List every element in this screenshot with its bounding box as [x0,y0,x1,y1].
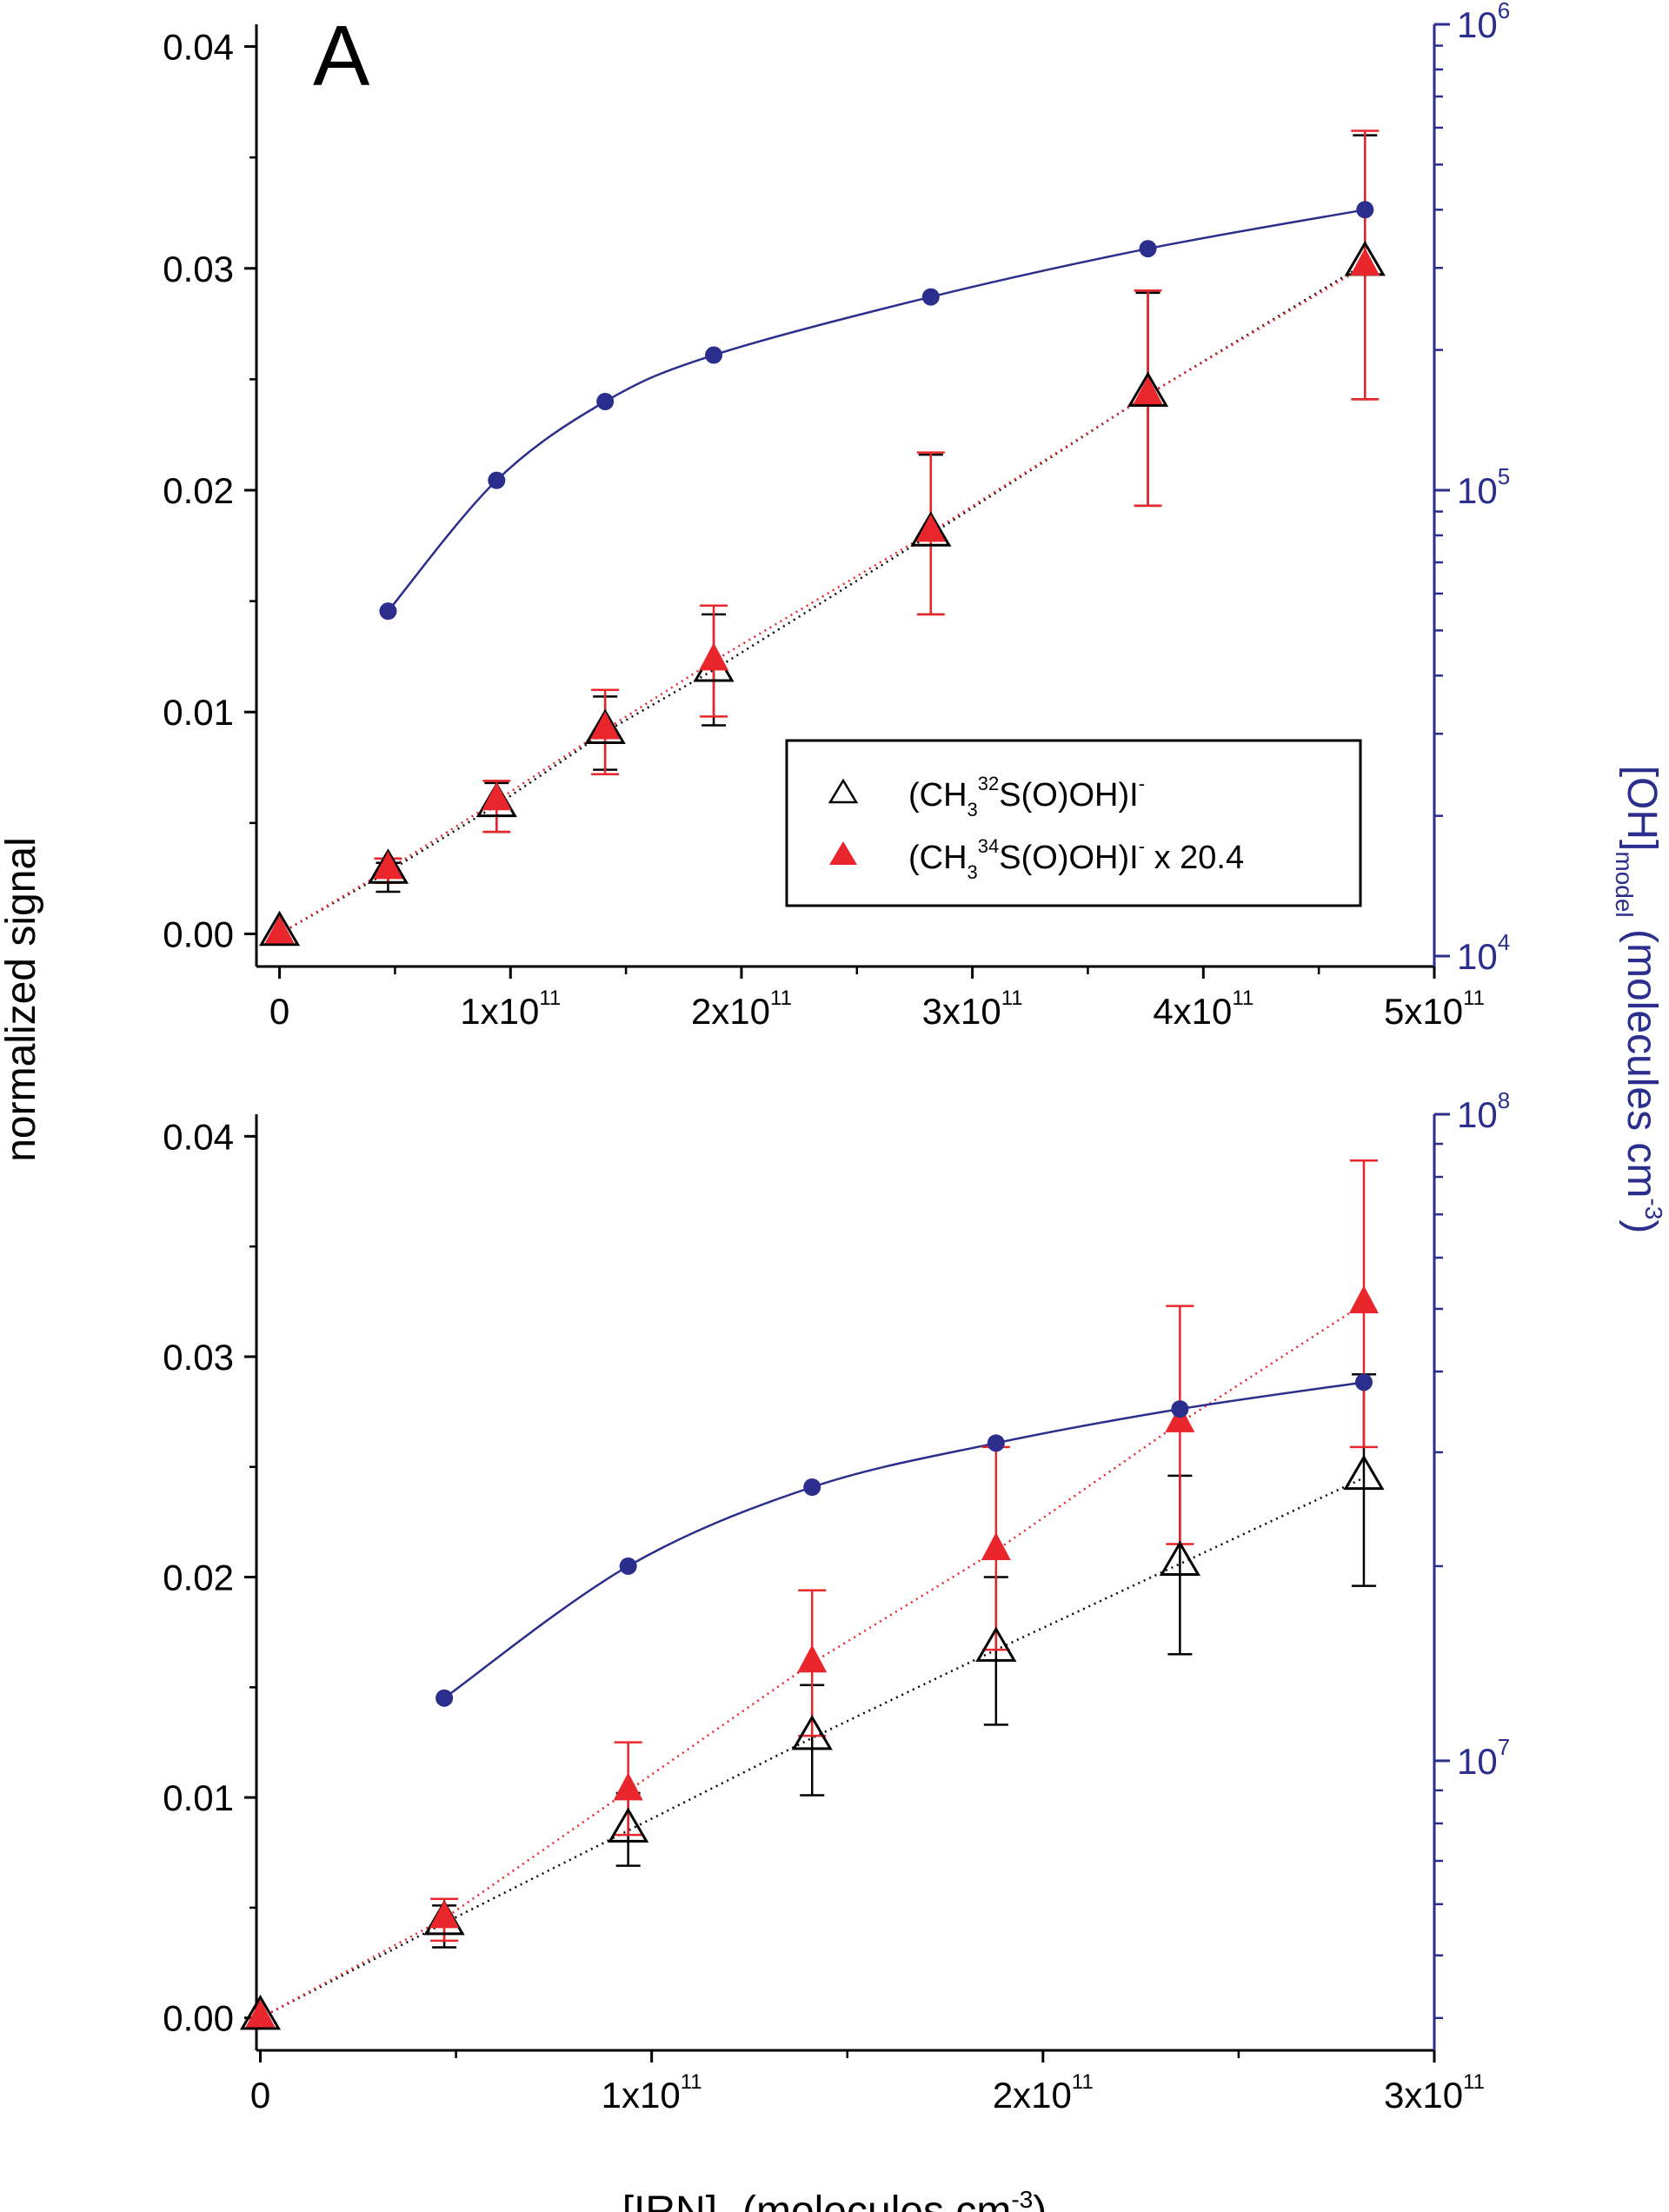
series-34s-line [278,265,1366,935]
series-34s-point [699,642,729,671]
x-tick-label: 1x1011 [460,986,561,1032]
panel-b: 0.00 0.01 0.02 0.03 0.04 0 1x1011 2x1011 3x1011 1… [163,1087,1510,2116]
series-oh-point [705,346,723,364]
series-32s-line [278,262,1366,935]
series-32s-point [239,1994,282,2030]
series-oh-point [619,1557,637,1575]
panel-label: A [313,8,370,103]
legend-box [785,739,1362,907]
panel-a: 0.00 0.01 0.02 0.03 0.04 0 1x1011 2x1011 3x1011 4… [163,0,1510,1032]
y-tick-label: 0.01 [163,1777,234,1818]
series-oh-point [436,1689,454,1707]
series-oh-point [488,471,506,489]
legend-item-32s: (CH332S(O)OH)I- [828,773,1145,820]
y-tick-label: 0.04 [163,1116,234,1157]
y-tick-label: 0.02 [163,1558,234,1598]
x-tick-label: 2x1011 [993,2070,1094,2116]
y-tick-label: 0.00 [163,1998,234,2039]
y-axis-label: normalized signal [0,837,44,1162]
x-tick-label: 0 [269,991,289,1032]
series-oh-point [1139,240,1157,258]
series-oh-point [803,1478,821,1497]
legend-label-32s: (CH332S(O)OH)I- [908,773,1145,820]
series-34s-point [1348,1285,1379,1313]
y-tick-label: 0.02 [163,470,234,511]
series-32s-point [1343,1454,1385,1491]
series-34s-point [1350,248,1380,276]
series-oh-point [987,1434,1005,1452]
series-34s-point [1165,1404,1195,1432]
y2-tick-label: 106 [1457,0,1510,45]
legend-label-34s: (CH334S(O)OH)I- x 20.4 [908,835,1244,883]
series-34s-point [981,1531,1011,1560]
series-34s-point [245,1999,276,2028]
x-tick-label: 1x1011 [602,2070,702,2116]
legend: (CH332S(O)OH)I- (CH334S(O)OH)I- x 20.4 [785,739,1362,907]
x-tick-label: 2x1011 [691,986,792,1032]
series-34s-point [797,1644,828,1673]
legend-marker-filled-triangle [829,841,857,865]
series-oh-point [1171,1400,1189,1418]
y-tick-label: 0.04 [163,27,234,68]
series-oh-point [596,392,615,410]
series-oh-point [379,602,397,621]
y2-tick-label: 107 [1457,1734,1510,1782]
y-tick-label: 0.03 [163,1337,234,1378]
y2-tick-label: 108 [1457,1087,1510,1135]
series-34s-point [590,711,621,740]
series-34s-point [264,915,295,944]
legend-marker-open-triangle [828,778,859,804]
series-32s-point [367,848,409,884]
legend-item-34s: (CH334S(O)OH)I- x 20.4 [829,835,1244,883]
series-32s-point [791,1714,833,1750]
series-oh-point [1356,201,1374,219]
y2-tick-label: 105 [1457,463,1510,511]
series-34s-point [373,851,403,880]
x-tick-label: 5x1011 [1384,986,1485,1032]
y-tick-label: 0.01 [163,692,234,733]
x-tick-label: 3x1011 [1384,2070,1485,2116]
y-tick-label: 0.00 [163,913,234,954]
series-32s-point [584,708,626,744]
x-tick-label: 4x1011 [1153,986,1253,1032]
x-tick-label: 3x1011 [922,986,1023,1032]
series-oh-curve [443,1381,1365,1699]
series-34s-point [613,1772,643,1801]
series-32s-point [608,1807,649,1843]
x-axis-label: [IRN]0 (molecules cm-3) [622,2186,1047,2212]
y2-tick-label: 104 [1457,929,1510,977]
series-32s-point [1127,371,1169,407]
series-32s-point [258,910,301,947]
series-34s-point [915,514,946,542]
series-oh-point [921,288,940,306]
series-34s-point [429,1900,460,1929]
y2-axis-label: [OH]model (molecules cm-3) [1611,766,1667,1234]
series-34s-point [482,782,512,811]
y-tick-label: 0.03 [163,249,234,289]
x-tick-label: 0 [250,2075,270,2116]
series-32s-point [1159,1540,1201,1577]
series-oh-point [1354,1373,1373,1392]
series-32s-point [910,511,952,547]
series-oh-curve [387,209,1366,612]
series-34s-point [1133,376,1163,405]
series-32s-point [975,1626,1017,1662]
